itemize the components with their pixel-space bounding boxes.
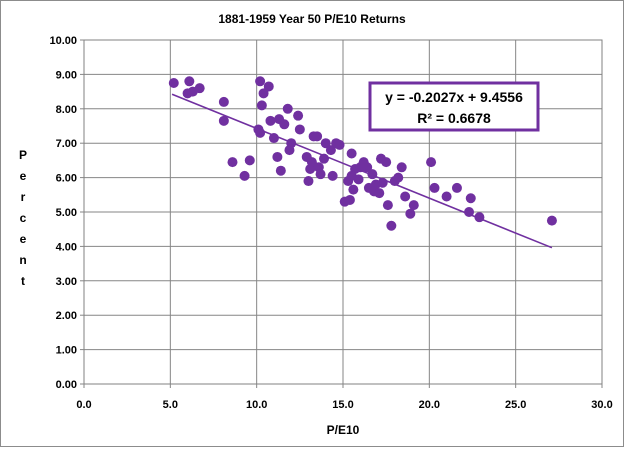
data-point xyxy=(272,151,283,162)
data-point xyxy=(346,148,357,159)
data-point xyxy=(279,119,290,130)
data-point xyxy=(353,174,364,185)
data-point xyxy=(168,78,179,88)
data-point xyxy=(244,155,255,166)
x-tick-label: 25.0 xyxy=(505,399,526,411)
data-point xyxy=(441,191,452,202)
x-tick-label: 0.0 xyxy=(76,399,91,411)
data-point xyxy=(265,115,276,126)
data-point xyxy=(405,208,416,219)
x-tick-label: 15.0 xyxy=(332,399,353,411)
data-point xyxy=(282,103,293,114)
data-point xyxy=(546,215,557,226)
data-point xyxy=(362,162,373,173)
data-point xyxy=(451,182,462,193)
y-tick-label: 10.00 xyxy=(49,35,77,47)
data-points xyxy=(168,76,557,231)
x-axis-ticks: 0.0 5.0 10.0 15.0 20.0 25.0 30.0 xyxy=(76,384,613,411)
data-point xyxy=(334,139,345,150)
data-point xyxy=(227,157,238,168)
data-point xyxy=(218,96,229,107)
trendline-equation: y = -0.2027x + 9.4556 xyxy=(385,89,523,105)
data-point xyxy=(465,193,476,204)
x-tick-label: 10.0 xyxy=(246,399,267,411)
y-tick-label: 4.00 xyxy=(56,241,77,253)
data-point xyxy=(408,200,419,211)
y-tick-label: 1.00 xyxy=(56,345,77,357)
data-point xyxy=(426,157,437,168)
data-point xyxy=(386,220,397,231)
data-point xyxy=(263,81,274,92)
data-point xyxy=(255,76,266,87)
data-point xyxy=(315,169,326,180)
data-point xyxy=(429,182,440,193)
data-point xyxy=(218,115,229,126)
data-point xyxy=(344,194,355,205)
data-point xyxy=(348,184,359,195)
data-point xyxy=(312,131,323,142)
data-point xyxy=(194,83,205,94)
data-point xyxy=(303,176,314,187)
chart-title: 1881-1959 Year 50 P/E10 Returns xyxy=(218,12,406,26)
y-tick-label: 8.00 xyxy=(56,104,77,116)
data-point xyxy=(275,165,286,176)
data-point xyxy=(184,76,195,87)
data-point xyxy=(258,88,269,99)
y-tick-label: 6.00 xyxy=(56,173,77,185)
y-axis-ticks: 0.00 1.00 2.00 3.00 4.00 5.00 6.00 7.00 8.00 9.00… xyxy=(49,35,84,391)
data-point xyxy=(374,188,385,199)
equation-box-border xyxy=(368,81,540,132)
x-tick-label: 5.0 xyxy=(163,399,178,411)
data-point xyxy=(396,162,407,173)
x-axis-label: P/E10 xyxy=(327,423,360,437)
data-point xyxy=(268,133,279,144)
data-point xyxy=(306,157,317,168)
r-squared-label: R² = 0.6678 xyxy=(417,110,491,126)
y-tick-label: 3.00 xyxy=(56,276,77,288)
x-tick-label: 20.0 xyxy=(419,399,440,411)
y-tick-label: 0.00 xyxy=(56,379,77,391)
data-point xyxy=(393,172,404,183)
data-point xyxy=(256,100,267,111)
data-point xyxy=(239,170,250,181)
data-point xyxy=(325,145,336,156)
data-point xyxy=(294,124,305,135)
data-point xyxy=(320,138,331,149)
y-tick-label: 7.00 xyxy=(56,138,77,150)
data-point xyxy=(400,191,411,202)
data-point xyxy=(327,170,338,181)
y-tick-label: 9.00 xyxy=(56,69,77,81)
data-point xyxy=(293,110,304,121)
x-tick-label: 30.0 xyxy=(591,399,612,411)
trendline xyxy=(171,93,553,249)
equation-box: y = -0.2027x + 9.4556 R² = 0.6678 xyxy=(368,81,540,132)
data-point xyxy=(381,157,392,168)
y-tick-label: 2.00 xyxy=(56,310,77,322)
data-point xyxy=(382,200,393,211)
y-tick-label: 5.00 xyxy=(56,207,77,219)
